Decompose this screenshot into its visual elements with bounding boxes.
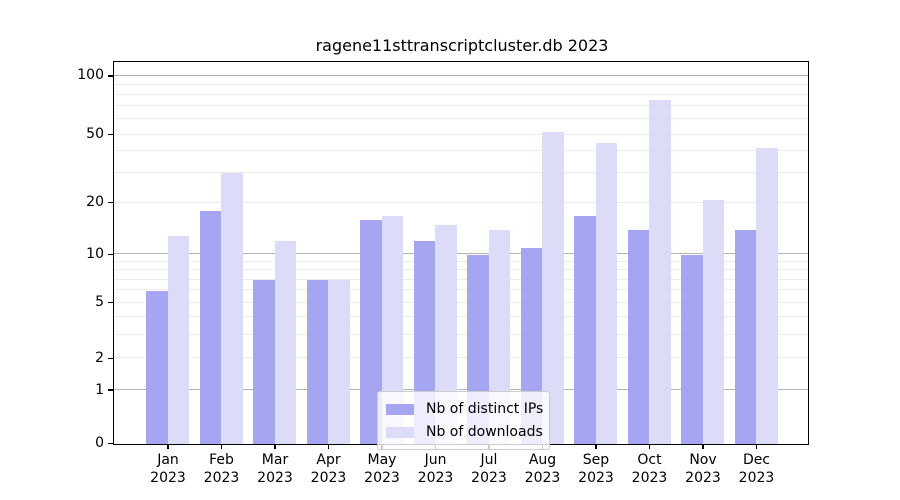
y-tick-mark-0 [108, 442, 113, 445]
x-tick-label-oct: Oct 2023 [631, 452, 668, 486]
gridline-y-100 [114, 74, 808, 76]
x-tick-label-jul: Jul 2023 [471, 452, 507, 486]
y-tick-label-50: 50 [86, 126, 104, 142]
bar-may-ips [360, 220, 382, 444]
bar-feb-ips [199, 211, 221, 444]
chart-title: ragene11sttranscriptcluster.db 2023 [315, 36, 609, 55]
y-tick-label-1: 1 [95, 381, 104, 398]
x-tick-label-mar: Mar 2023 [257, 452, 293, 486]
x-tick-label-feb: Feb 2023 [203, 452, 240, 486]
x-tick-label-may: May 2023 [364, 452, 400, 486]
legend-item-distinct-ips: Nb of distinct IPs [386, 399, 544, 419]
y-tick-mark-2 [108, 357, 113, 360]
x-tick-label-jan: Jan 2023 [150, 452, 186, 486]
bar-oct-ips [627, 230, 649, 444]
legend-swatch-downloads [386, 426, 414, 438]
y-tick-mark-5 [108, 301, 113, 304]
x-tick-mark-dec [755, 444, 758, 449]
bar-mar-downloads [274, 241, 296, 444]
y-tick-mark-50 [108, 133, 113, 136]
gridline-y-1 [114, 389, 808, 390]
bar-aug-downloads [542, 131, 564, 444]
x-tick-mark-nov [702, 444, 704, 449]
gridline-y-3 [114, 334, 808, 336]
gridline-y-70 [114, 105, 808, 107]
bar-nov-ips [681, 254, 703, 444]
x-tick-mark-sep [595, 444, 597, 449]
x-tick-label-dec: Dec 2023 [738, 452, 775, 486]
plot-area [113, 61, 809, 445]
bar-sep-ips [574, 215, 596, 444]
y-tick-mark-10 [108, 253, 113, 256]
gridline-y-20 [114, 201, 808, 203]
bar-apr-ips [306, 280, 328, 444]
gridline-y-4 [114, 316, 808, 318]
x-tick-label-sep: Sep 2023 [578, 452, 614, 486]
gridline-y-60 [114, 118, 808, 120]
x-tick-mark-mar [274, 444, 276, 449]
gridline-y-50 [114, 133, 808, 135]
y-tick-label-100: 100 [77, 67, 104, 84]
y-tick-mark-100 [108, 75, 113, 77]
bar-mar-ips [253, 280, 275, 444]
bar-jan-ips [146, 290, 168, 444]
gridline-y-5 [114, 301, 808, 303]
bar-may-downloads [381, 215, 403, 444]
x-tick-label-aug: Aug 2023 [524, 452, 561, 486]
gridline-y-6 [114, 289, 808, 291]
x-tick-mark-apr [327, 444, 330, 449]
bar-apr-downloads [328, 280, 350, 444]
gridline-y-10 [114, 253, 808, 255]
gridline-y-9 [114, 260, 808, 262]
y-tick-mark-1 [108, 389, 113, 391]
gridline-y-80 [114, 93, 808, 95]
bar-jul-downloads [488, 230, 510, 444]
x-tick-label-apr: Apr 2023 [310, 452, 347, 486]
gridline-y-30 [114, 171, 808, 173]
y-tick-label-2: 2 [95, 349, 104, 366]
gridline-y-40 [114, 150, 808, 152]
bar-sep-downloads [595, 142, 617, 444]
gridline-y-2 [114, 357, 808, 359]
bar-dec-downloads [756, 148, 778, 444]
gridline-y-8 [114, 269, 808, 271]
x-tick-label-jun: Jun 2023 [417, 452, 454, 486]
bar-jan-downloads [167, 235, 189, 444]
bar-dec-ips [734, 230, 756, 444]
bar-feb-downloads [221, 173, 243, 444]
bar-nov-downloads [702, 199, 724, 444]
y-tick-label-10: 10 [86, 245, 104, 262]
legend-item-downloads: Nb of downloads [386, 422, 543, 442]
y-tick-label-5: 5 [95, 294, 104, 311]
y-tick-label-20: 20 [86, 194, 104, 211]
x-tick-mark-jan [167, 444, 169, 449]
bar-jun-downloads [435, 224, 457, 444]
y-tick-label-0: 0 [95, 435, 104, 451]
legend-swatch-distinct-ips [386, 403, 414, 415]
x-tick-mark-feb [220, 444, 223, 449]
gridline-y-90 [114, 83, 808, 85]
x-tick-mark-oct [648, 444, 651, 449]
legend: Nb of distinct IPs Nb of downloads [377, 391, 550, 450]
gridline-y-7 [114, 278, 808, 280]
bar-oct-downloads [649, 99, 671, 444]
legend-label-downloads: Nb of downloads [426, 424, 543, 440]
x-tick-label-nov: Nov 2023 [685, 452, 721, 486]
legend-label-distinct-ips: Nb of distinct IPs [426, 401, 544, 417]
y-tick-mark-20 [108, 201, 113, 204]
